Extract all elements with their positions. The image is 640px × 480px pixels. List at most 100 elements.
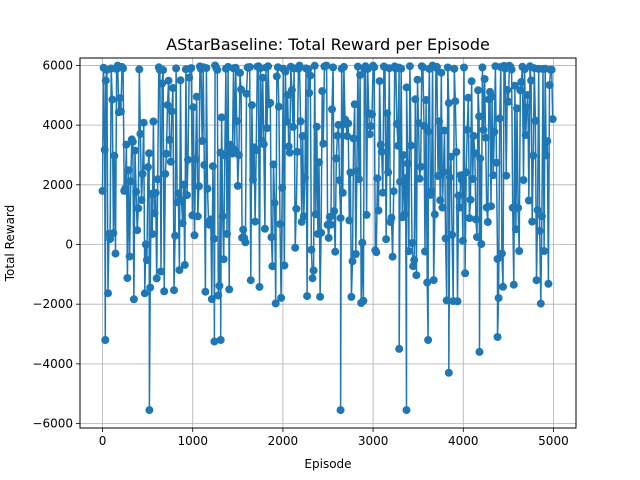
data-point bbox=[334, 120, 343, 129]
data-point bbox=[384, 168, 393, 177]
data-point bbox=[405, 62, 414, 71]
data-point bbox=[219, 255, 228, 264]
data-point bbox=[479, 125, 488, 134]
data-point bbox=[349, 134, 358, 143]
data-point bbox=[208, 162, 217, 171]
y-tick-label: 0 bbox=[65, 237, 73, 251]
data-point bbox=[310, 61, 319, 70]
data-point bbox=[395, 344, 404, 353]
data-point bbox=[510, 81, 519, 90]
data-point bbox=[427, 187, 436, 196]
data-point bbox=[285, 148, 294, 157]
data-point bbox=[193, 212, 202, 221]
data-point bbox=[511, 225, 520, 234]
data-point bbox=[185, 73, 194, 82]
data-point bbox=[359, 296, 368, 305]
data-point bbox=[455, 203, 464, 212]
data-point bbox=[146, 283, 155, 292]
data-point bbox=[214, 291, 223, 300]
data-point bbox=[274, 102, 283, 111]
data-point bbox=[389, 187, 398, 196]
data-point bbox=[401, 174, 410, 183]
data-point bbox=[163, 101, 172, 110]
data-point bbox=[540, 247, 549, 255]
y-tick-label: 6000 bbox=[42, 58, 73, 72]
data-point bbox=[305, 89, 314, 97]
data-point bbox=[490, 127, 499, 136]
data-point bbox=[189, 103, 198, 112]
data-point bbox=[503, 85, 512, 94]
data-point bbox=[429, 276, 438, 285]
data-point bbox=[139, 118, 148, 127]
data-point bbox=[183, 191, 191, 200]
data-point bbox=[162, 149, 171, 158]
data-point bbox=[333, 131, 342, 140]
data-point bbox=[300, 173, 309, 182]
y-tick-label: −4000 bbox=[32, 357, 73, 371]
data-point bbox=[420, 121, 428, 130]
data-point bbox=[217, 113, 226, 122]
data-point bbox=[110, 151, 119, 160]
data-point bbox=[487, 202, 495, 211]
data-point bbox=[415, 174, 424, 183]
data-point bbox=[402, 83, 411, 92]
data-point bbox=[298, 132, 307, 140]
data-point bbox=[408, 239, 416, 247]
data-point bbox=[271, 299, 280, 308]
data-point bbox=[109, 229, 118, 238]
data-point bbox=[293, 147, 302, 156]
data-point bbox=[101, 76, 110, 85]
data-point bbox=[203, 184, 212, 193]
data-point bbox=[460, 63, 468, 72]
data-point bbox=[157, 267, 165, 276]
data-point bbox=[272, 72, 281, 81]
data-point bbox=[533, 206, 542, 215]
data-point bbox=[245, 63, 254, 71]
data-point bbox=[410, 256, 419, 265]
data-point bbox=[131, 146, 139, 155]
data-point bbox=[101, 336, 110, 344]
data-point bbox=[237, 85, 246, 94]
data-point bbox=[494, 294, 503, 302]
data-point bbox=[437, 68, 446, 77]
data-point bbox=[277, 293, 286, 302]
data-point bbox=[187, 64, 196, 73]
data-point bbox=[383, 109, 392, 118]
data-point bbox=[468, 175, 477, 183]
data-point bbox=[542, 151, 551, 160]
data-point bbox=[191, 155, 200, 164]
data-point bbox=[318, 87, 327, 96]
data-point bbox=[133, 226, 142, 235]
data-point bbox=[515, 247, 524, 255]
data-point bbox=[343, 132, 352, 141]
data-point bbox=[409, 262, 418, 271]
data-point bbox=[355, 175, 363, 184]
data-point bbox=[177, 196, 186, 205]
data-point bbox=[416, 162, 425, 171]
data-point bbox=[376, 140, 385, 149]
data-point bbox=[350, 100, 359, 109]
data-point bbox=[312, 122, 321, 131]
data-point bbox=[311, 210, 320, 219]
data-point bbox=[230, 145, 239, 154]
data-point bbox=[492, 158, 501, 167]
data-point bbox=[445, 173, 454, 182]
data-point bbox=[462, 168, 471, 177]
data-point bbox=[331, 247, 340, 256]
data-point bbox=[242, 89, 251, 98]
data-point bbox=[499, 282, 507, 291]
data-point bbox=[136, 129, 145, 138]
data-point bbox=[346, 168, 355, 177]
y-tick-label: 4000 bbox=[42, 118, 73, 132]
data-point bbox=[441, 234, 450, 243]
data-point bbox=[210, 234, 218, 243]
data-point bbox=[270, 199, 279, 207]
data-point bbox=[532, 276, 541, 285]
data-point bbox=[220, 151, 229, 160]
data-point bbox=[160, 287, 169, 296]
data-point bbox=[218, 212, 227, 221]
data-point bbox=[210, 337, 219, 346]
data-point bbox=[138, 170, 147, 178]
data-point bbox=[488, 92, 497, 101]
data-point bbox=[519, 176, 528, 184]
